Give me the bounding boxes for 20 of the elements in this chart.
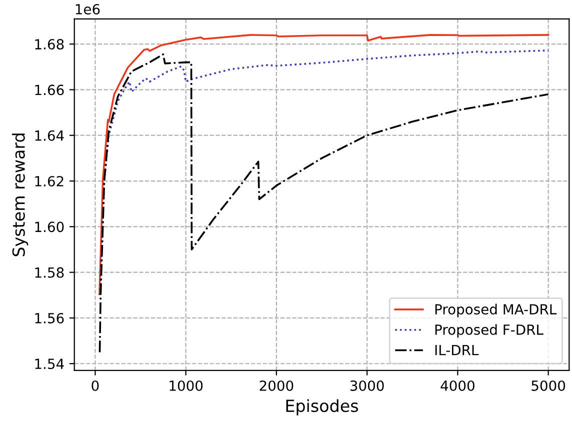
y-tick-label: 1.64 (35, 130, 64, 141)
x-tick-label: 4000 (440, 380, 474, 391)
y-tick-label: 1.58 (35, 267, 64, 278)
legend-label: IL-DRL (435, 344, 479, 356)
x-tick-label: 5000 (532, 380, 566, 391)
legend-label: Proposed MA-DRL (435, 304, 557, 318)
x-tick-label: 2000 (260, 380, 294, 391)
y-tick-label: 1.68 (35, 39, 64, 50)
y-tick-label: 1.60 (35, 222, 64, 232)
text: 1e6 (76, 4, 100, 14)
x-tick-label: 0 (92, 380, 99, 391)
y-tick-label: 1.56 (35, 312, 64, 324)
x-tick-label: 1000 (170, 380, 203, 391)
x-tick-label: 3000 (350, 380, 384, 391)
y-tick-label: 1.66 (35, 84, 64, 96)
x-axis-title: Episodes (286, 399, 358, 416)
y-tick-label: 1.54 (35, 358, 64, 370)
y-tick-label: 1.62 (35, 176, 64, 186)
legend-label: Proposed F-DRL (435, 324, 544, 338)
y-axis-title: System reward (12, 134, 28, 256)
